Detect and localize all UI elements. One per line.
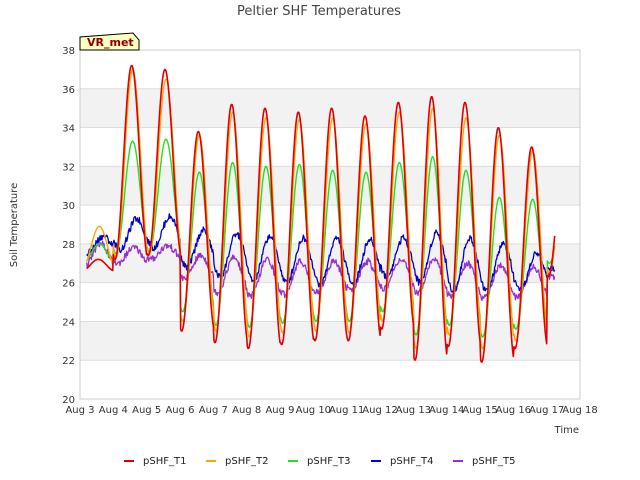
x-tick-label: Aug 6 — [165, 405, 194, 416]
legend-item-pshf-t4: pSHF_T4 — [371, 456, 433, 467]
y-tick-label: 24 — [62, 317, 75, 328]
x-axis-ticks: Aug 3 Aug 4 Aug 5 Aug 6 Aug 7 Aug 8 Aug 9 Aug 1… — [65, 405, 597, 416]
grid-band — [80, 166, 580, 206]
y-tick-label: 30 — [62, 201, 75, 212]
chart-title: Peltier SHF Temperatures — [237, 4, 401, 19]
legend-label: pSHF_T2 — [225, 456, 268, 467]
y-tick-label: 38 — [62, 46, 75, 57]
y-tick-label: 32 — [62, 162, 75, 173]
x-tick-label: Aug 8 — [232, 405, 261, 416]
x-axis-label: Time — [554, 425, 579, 436]
y-tick-label: 36 — [62, 85, 75, 96]
y-tick-label: 28 — [62, 240, 75, 251]
grid-band — [80, 88, 580, 128]
x-tick-label: Aug 15 — [462, 405, 497, 416]
series-line-pshf-t1 — [86, 64, 556, 363]
legend-item-pshf-t5: pSHF_T5 — [453, 456, 515, 467]
y-axis-ticks: 20 22 24 26 28 30 32 34 36 38 — [62, 46, 75, 406]
x-tick-label: Aug 4 — [99, 405, 128, 416]
legend: pSHF_T1 pSHF_T2 pSHF_T3 pSHF_T4 pSHF_T5 — [124, 456, 515, 467]
y-tick-label: 22 — [62, 356, 75, 367]
x-tick-label: Aug 13 — [396, 405, 431, 416]
x-tick-label: Aug 10 — [296, 405, 331, 416]
legend-label: pSHF_T4 — [390, 456, 433, 467]
x-tick-label: Aug 5 — [132, 405, 161, 416]
y-tick-label: 26 — [62, 279, 75, 290]
vr-met-badge-label: VR_met — [87, 36, 134, 49]
x-tick-label: Aug 17 — [529, 405, 564, 416]
legend-item-pshf-t3: pSHF_T3 — [288, 456, 350, 467]
plot-frame — [79, 49, 581, 400]
y-tick-label: 20 — [62, 395, 75, 406]
y-tick-label: 34 — [62, 124, 75, 135]
x-tick-label: Aug 16 — [496, 405, 531, 416]
grid-band — [80, 321, 580, 361]
legend-label: pSHF_T1 — [143, 456, 186, 467]
legend-label: pSHF_T5 — [472, 456, 515, 467]
x-tick-label: Aug 14 — [429, 405, 464, 416]
y-axis-label: Soil Temperature — [9, 183, 20, 268]
legend-item-pshf-t1: pSHF_T1 — [124, 456, 186, 467]
x-tick-label: Aug 11 — [329, 405, 364, 416]
x-tick-label: Aug 12 — [362, 405, 397, 416]
legend-label: pSHF_T3 — [307, 456, 350, 467]
x-tick-label: Aug 18 — [562, 405, 597, 416]
series-layer — [86, 64, 556, 363]
legend-item-pshf-t2: pSHF_T2 — [206, 456, 268, 467]
x-tick-label: Aug 7 — [199, 405, 228, 416]
plot-background-bands — [80, 88, 580, 361]
x-tick-label: Aug 3 — [65, 405, 94, 416]
x-tick-label: Aug 9 — [265, 405, 294, 416]
vr-met-badge: VR_met — [79, 32, 140, 51]
